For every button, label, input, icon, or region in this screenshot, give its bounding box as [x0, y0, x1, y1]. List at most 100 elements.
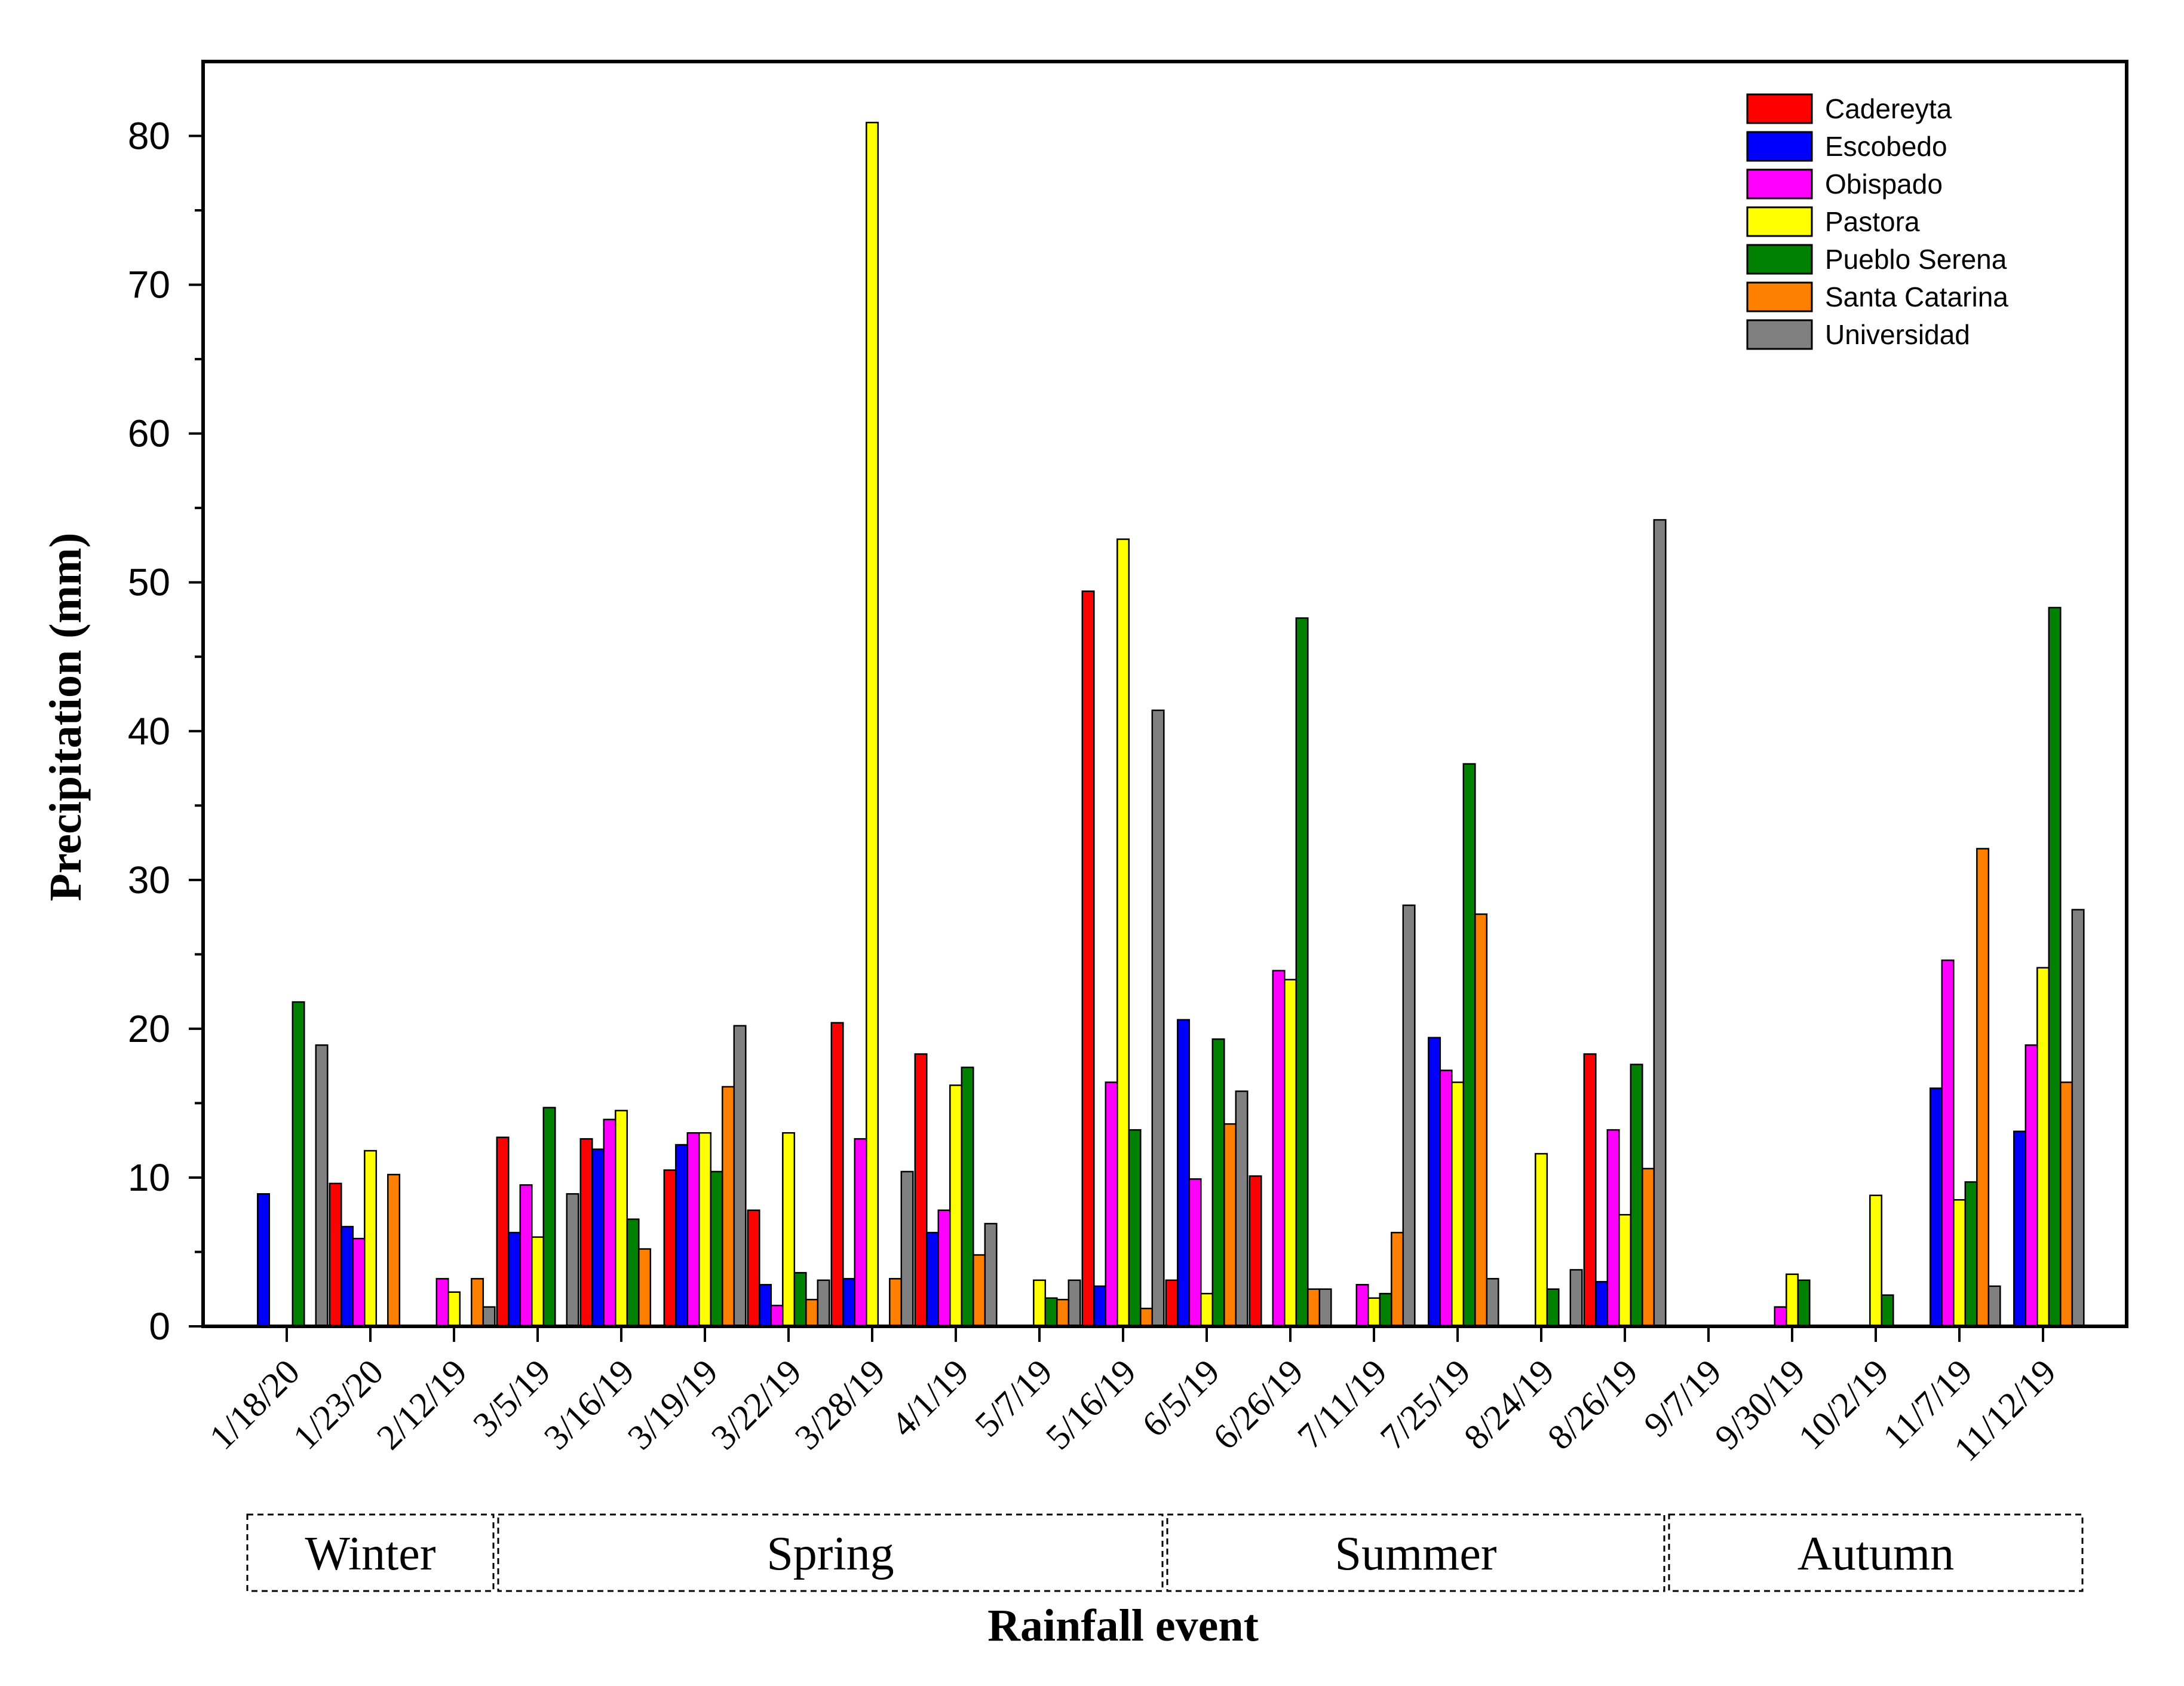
bar-escobedo-11-12-19 [2013, 1130, 2027, 1328]
bar-pueblo-serena-4-1-19 [961, 1066, 974, 1328]
x-tick-label-5-16-19: 5/16/19 [1038, 1352, 1143, 1457]
y-tick-label-0: 0 [149, 1305, 170, 1348]
bar-universidad-11-7-19 [1987, 1285, 2001, 1328]
x-axis-title: Rainfall event [987, 1601, 1259, 1651]
season-groups: Winter Spring Summer Autumn [246, 1513, 2084, 1592]
bar-obispado-2-12-19 [435, 1278, 449, 1328]
bar-universidad-11-12-19 [2071, 909, 2085, 1328]
legend-swatch-santa-catarina [1746, 281, 1813, 312]
bar-pastora-11-12-19 [2036, 967, 2050, 1328]
bar-escobedo-4-1-19 [926, 1231, 940, 1328]
bar-obispado-4-1-19 [937, 1209, 951, 1328]
x-tick-label-6-26-19: 6/26/19 [1206, 1352, 1311, 1457]
x-tick-label-2-12-19: 2/12/19 [369, 1352, 474, 1457]
bar-universidad-6-5-19 [1235, 1090, 1249, 1328]
axes-group [201, 60, 2128, 1328]
bar-pastora-3-5-19 [531, 1236, 545, 1328]
bar-escobedo-3-5-19 [508, 1231, 522, 1328]
season-box-autumn [1668, 1513, 2084, 1592]
bar-obispado-7-25-19 [1439, 1069, 1453, 1328]
bar-universidad-8-24-19 [1569, 1269, 1583, 1328]
bar-cadereyta-3-5-19 [496, 1136, 510, 1328]
bar-escobedo-1-18-20 [257, 1193, 271, 1328]
x-tick-label-10-2-19: 10/2/19 [1791, 1352, 1896, 1457]
legend-swatch-escobedo [1746, 131, 1813, 162]
bar-universidad-3-5-19 [566, 1193, 579, 1328]
bar-escobedo-5-16-19 [1093, 1285, 1107, 1328]
bar-escobedo-8-26-19 [1595, 1281, 1609, 1328]
bar-santa-catarina-11-12-19 [2060, 1081, 2073, 1328]
bar-obispado-3-28-19 [854, 1138, 867, 1328]
bar-obispado-8-26-19 [1606, 1129, 1620, 1328]
bar-universidad-8-26-19 [1653, 519, 1667, 1328]
bar-cadereyta-5-16-19 [1081, 590, 1095, 1328]
season-label-autumn: Autumn [1797, 1528, 1954, 1580]
bar-obispado-3-16-19 [603, 1118, 616, 1328]
legend-label-pueblo-serena: Pueblo Serena [1825, 244, 2007, 275]
y-tick-label-40: 40 [128, 710, 170, 753]
bar-cadereyta-3-16-19 [579, 1138, 593, 1328]
y-tick-label-50: 50 [128, 561, 170, 604]
bar-pastora-1-23-20 [364, 1149, 378, 1328]
season-label-winter: Winter [305, 1528, 436, 1580]
bar-universidad-6-26-19 [1318, 1288, 1332, 1328]
x-tick-label-4-1-19: 4/1/19 [884, 1352, 976, 1445]
x-tick-label-8-26-19: 8/26/19 [1540, 1352, 1645, 1457]
legend-swatch-cadereyta [1746, 93, 1813, 124]
bar-pastora-7-25-19 [1451, 1081, 1465, 1328]
bar-escobedo-1-23-20 [341, 1225, 354, 1328]
bar-universidad-2-12-19 [482, 1306, 496, 1328]
bar-escobedo-3-16-19 [591, 1148, 605, 1328]
bar-santa-catarina-2-12-19 [471, 1278, 484, 1328]
legend-swatch-obispado [1746, 168, 1813, 200]
bar-pueblo-serena-8-24-19 [1546, 1288, 1560, 1328]
legend-swatch-universidad [1746, 319, 1813, 350]
x-tick-label-7-25-19: 7/25/19 [1373, 1352, 1478, 1457]
bar-cadereyta-4-1-19 [914, 1053, 928, 1328]
bar-pueblo-serena-6-26-19 [1295, 617, 1309, 1328]
bar-santa-catarina-1-23-20 [387, 1173, 401, 1328]
y-tick-label-30: 30 [128, 859, 170, 902]
legend-swatch-pastora [1746, 206, 1813, 237]
bar-pastora-5-16-19 [1116, 538, 1130, 1328]
y-tick-label-10: 10 [128, 1156, 170, 1199]
bar-cadereyta-6-26-19 [1249, 1175, 1262, 1328]
bar-pueblo-serena-3-16-19 [626, 1218, 640, 1328]
plot-frame [201, 60, 2128, 1328]
bar-universidad-1-18-20 [315, 1044, 329, 1328]
bar-cadereyta-3-19-19 [663, 1169, 677, 1328]
bar-pueblo-serena-1-18-20 [292, 1001, 305, 1328]
bar-santa-catarina-7-25-19 [1474, 913, 1488, 1328]
bar-santa-catarina-3-16-19 [638, 1248, 652, 1328]
bar-pastora-3-19-19 [698, 1132, 712, 1328]
legend: Cadereyta Escobedo Obispado Pastora Pueblo S… [1746, 93, 2008, 350]
series-universidad [315, 519, 2085, 1328]
legend-label-escobedo: Escobedo [1825, 131, 1947, 162]
y-tick-label-80: 80 [128, 115, 170, 158]
bar-pastora-5-7-19 [1033, 1279, 1047, 1328]
bar-escobedo-3-28-19 [842, 1278, 856, 1328]
bar-santa-catarina-7-11-19 [1391, 1231, 1404, 1328]
bar-pastora-7-11-19 [1367, 1297, 1381, 1328]
bar-santa-catarina-5-16-19 [1140, 1307, 1154, 1328]
season-label-spring: Spring [766, 1528, 894, 1580]
bar-pastora-2-12-19 [447, 1291, 461, 1328]
bar-obispado-3-19-19 [686, 1132, 700, 1328]
bar-pastora-3-16-19 [615, 1109, 628, 1328]
bar-escobedo-6-5-19 [1177, 1019, 1191, 1328]
bar-santa-catarina-3-28-19 [889, 1278, 903, 1328]
bar-pastora-3-28-19 [866, 121, 879, 1328]
bar-pueblo-serena-5-16-19 [1128, 1129, 1142, 1328]
bar-universidad-5-7-19 [1068, 1279, 1081, 1328]
bar-obispado-6-5-19 [1188, 1178, 1202, 1328]
series-obispado [352, 960, 2038, 1328]
bar-pastora-3-22-19 [782, 1132, 796, 1328]
bar-santa-catarina-3-19-19 [722, 1086, 735, 1328]
bar-cadereyta-8-26-19 [1583, 1053, 1597, 1328]
x-tick-label-3-19-19: 3/19/19 [620, 1352, 725, 1457]
season-box-winter [246, 1513, 495, 1592]
bar-pastora-8-24-19 [1535, 1152, 1548, 1328]
bar-santa-catarina-8-26-19 [1642, 1167, 1655, 1328]
